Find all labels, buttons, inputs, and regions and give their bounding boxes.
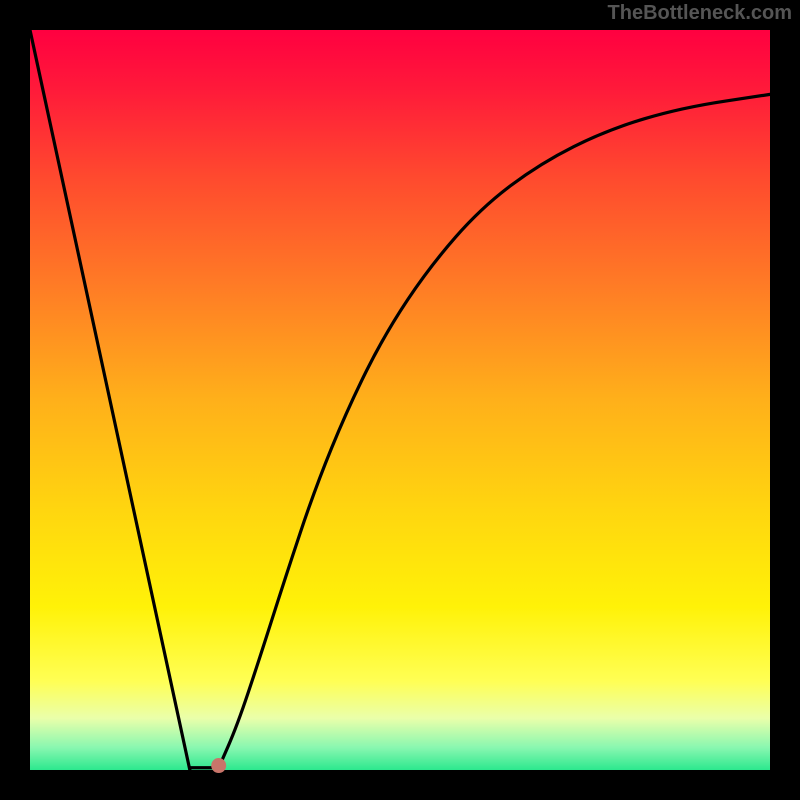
attribution-text: TheBottleneck.com (608, 2, 792, 25)
chart-canvas: TheBottleneck.com (0, 0, 800, 800)
bottleneck-chart-svg (0, 0, 800, 800)
optimal-point-marker (212, 759, 226, 773)
plot-area (30, 30, 770, 770)
